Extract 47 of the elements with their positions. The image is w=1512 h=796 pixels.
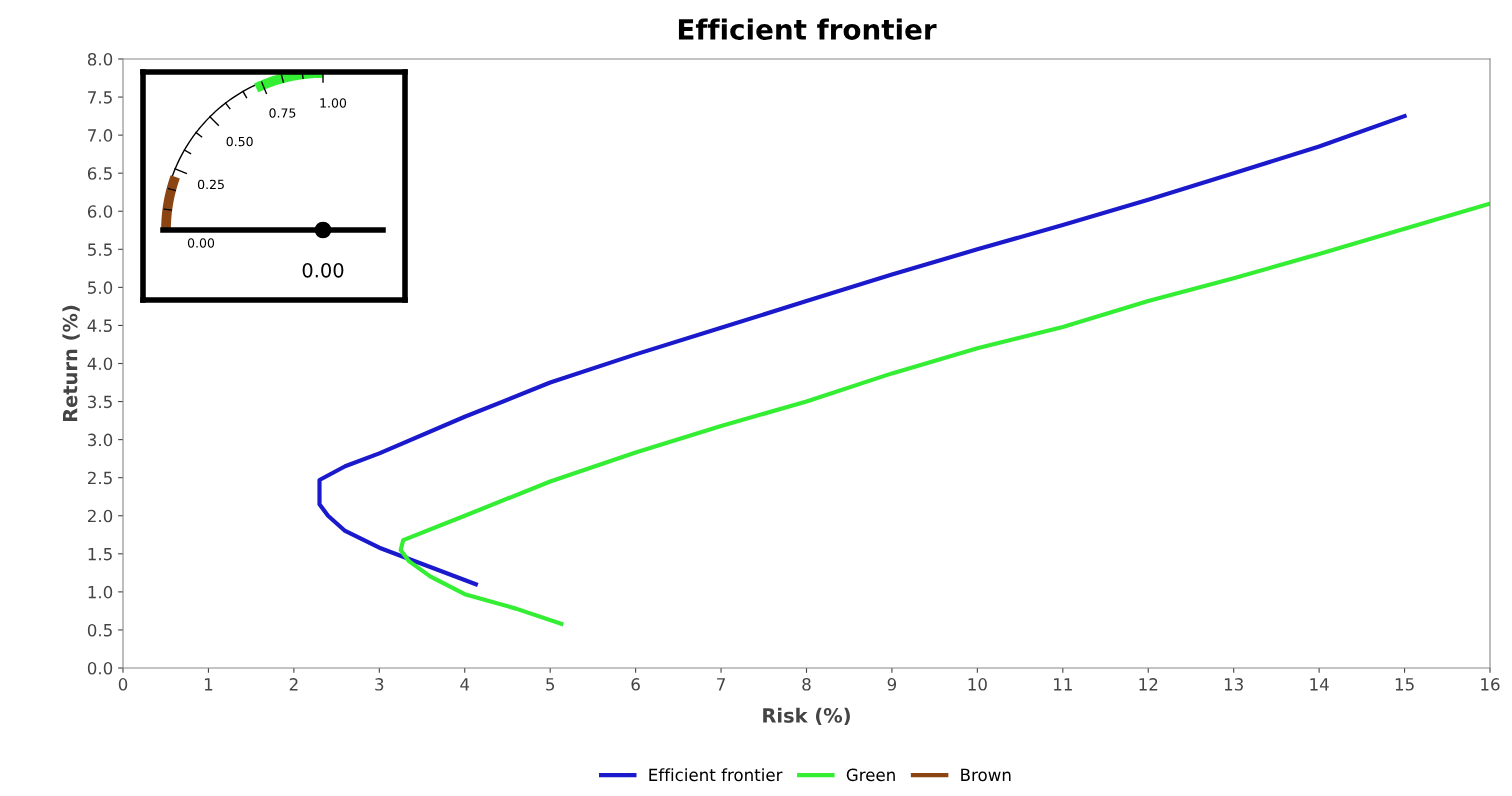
x-tick-label: 13 (1224, 678, 1243, 691)
line-series (398, 201, 1490, 626)
annotation: 1.00 (320, 98, 347, 108)
legend-label: Brown (961, 768, 1011, 782)
y-tick-label: 1.5 (88, 547, 112, 561)
annotation: 0.00 (187, 238, 215, 248)
x-tick-label: 0 (118, 678, 128, 691)
y-tick-label: 3.5 (88, 395, 112, 409)
y-tick-label: 2.5 (87, 471, 112, 485)
x-tick-label: 8 (802, 678, 811, 691)
legend-label: Green (846, 768, 895, 782)
annotation: 0.00 (302, 262, 344, 278)
y-axis-title: Return (%) (62, 305, 80, 422)
x-tick-label: 10 (968, 678, 987, 691)
annotation: 0.75 (269, 108, 296, 118)
x-tick-label: 11 (1054, 678, 1072, 691)
x-tick-label: 15 (1395, 678, 1414, 691)
y-tick-label: 4.0 (87, 357, 113, 371)
x-tick-label: 7 (717, 678, 725, 691)
y-tick-label: 5.5 (88, 243, 112, 256)
y-tick-label: 4.5 (87, 319, 112, 333)
annotation: 0.50 (226, 136, 253, 147)
y-tick-label: 5.0 (88, 281, 113, 294)
x-tick-label: 16 (1481, 678, 1500, 691)
y-tick-label: 7.0 (88, 129, 113, 142)
x-tick-label: 3 (375, 678, 384, 691)
y-tick-label: 0.0 (87, 661, 113, 675)
annotation: 0.25 (197, 179, 224, 190)
x-tick-label: 4 (460, 678, 470, 691)
x-tick-label: 12 (1139, 678, 1158, 691)
y-tick-label: 0.5 (87, 623, 112, 637)
y-tick-label: 2.0 (87, 509, 113, 523)
x-tick-label: 6 (631, 678, 640, 691)
y-tick-label: 8.0 (87, 52, 113, 66)
legend-label: Efficient frontier (649, 768, 783, 782)
x-tick-label: 2 (289, 678, 298, 691)
x-tick-label: 9 (887, 678, 897, 691)
y-tick-label: 6.5 (87, 167, 112, 180)
x-axis-title: Risk (%) (763, 707, 850, 726)
x-tick-label: 14 (1310, 678, 1329, 691)
y-tick-label: 6.0 (87, 205, 113, 218)
y-tick-label: 3.0 (88, 433, 113, 447)
chart-title: Efficient frontier (678, 18, 937, 40)
x-tick-label: 5 (546, 678, 555, 691)
x-tick-label: 1 (204, 678, 213, 691)
y-tick-label: 1.0 (88, 585, 113, 599)
y-tick-label: 7.5 (88, 91, 112, 104)
